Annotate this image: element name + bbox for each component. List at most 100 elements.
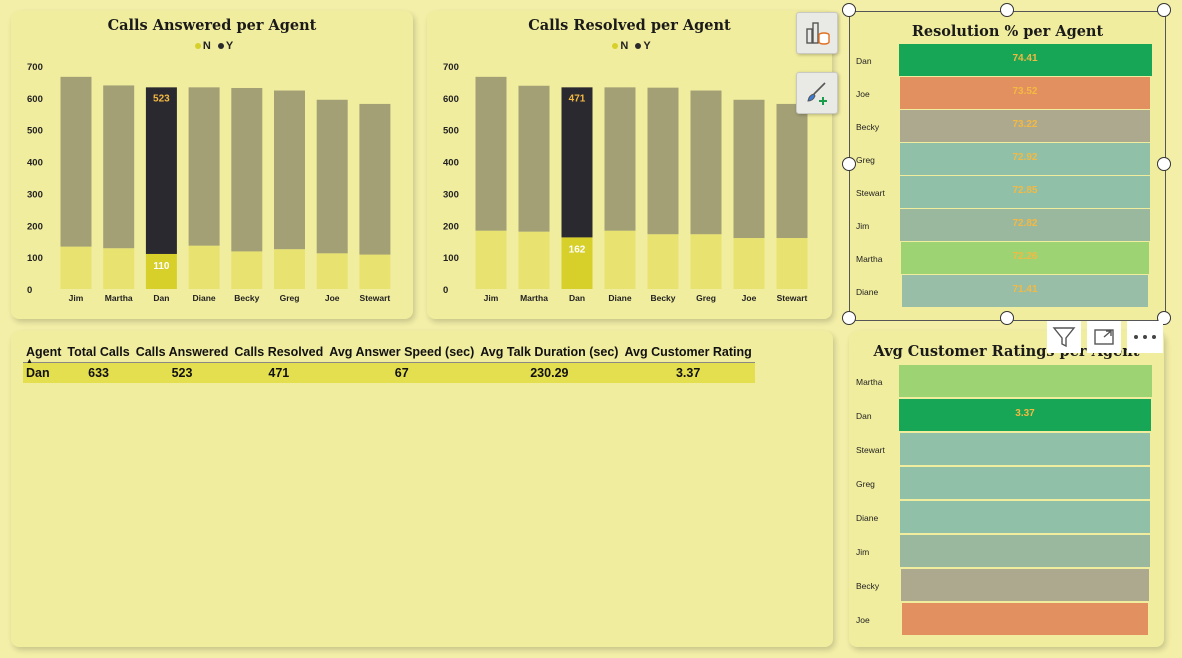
bar-becky[interactable] xyxy=(901,569,1149,601)
agent-table[interactable]: Agent ▲ Total Calls Calls Answered Calls … xyxy=(23,342,755,383)
bar-joe[interactable] xyxy=(902,603,1148,635)
bar-y-jim[interactable] xyxy=(475,76,507,231)
resize-handle[interactable] xyxy=(842,311,856,325)
x-tick-label: Martha xyxy=(520,293,548,303)
data-label: 72.26 xyxy=(1012,251,1038,262)
bar-y-stewart[interactable] xyxy=(776,103,808,239)
y-tick-label: 400 xyxy=(27,158,43,169)
bar-y-diane[interactable] xyxy=(188,87,220,246)
more-options-button[interactable] xyxy=(1127,321,1163,353)
bar-n-stewart[interactable] xyxy=(359,254,391,289)
category-label: Martha xyxy=(856,254,883,264)
x-tick-label: Stewart xyxy=(777,293,808,303)
resize-handle[interactable] xyxy=(1157,157,1171,171)
legend-n-marker xyxy=(612,43,619,50)
bar-n-martha[interactable] xyxy=(103,248,135,289)
resize-handle[interactable] xyxy=(842,157,856,171)
bar-stewart[interactable] xyxy=(900,433,1150,465)
bar-y-greg[interactable] xyxy=(690,90,722,235)
bar-dan[interactable] xyxy=(898,44,1152,76)
bar-n-dan[interactable] xyxy=(145,253,177,289)
x-tick-label: Becky xyxy=(234,293,259,303)
filter-button[interactable] xyxy=(1047,321,1081,353)
bar-n-greg[interactable] xyxy=(690,234,722,289)
category-label: Greg xyxy=(856,479,875,489)
cell-total-calls: 633 xyxy=(88,366,109,380)
bar-n-diane[interactable] xyxy=(604,230,636,289)
col-total-calls[interactable]: Total Calls xyxy=(64,342,133,363)
col-avg-customer-rating[interactable]: Avg Customer Rating xyxy=(621,342,755,363)
bar-n-martha[interactable] xyxy=(518,231,550,289)
sort-ascending-icon[interactable]: ▲ xyxy=(26,358,33,365)
calls-resolved-card[interactable]: Calls Resolved per Agent N Y 0 100 200 300 4… xyxy=(427,11,832,319)
build-visual-button[interactable] xyxy=(796,12,838,54)
table-row[interactable]: Dan 633 523 471 67 230.29 3.37 xyxy=(23,362,755,383)
col-calls-resolved[interactable]: Calls Resolved xyxy=(231,342,327,363)
bar-martha[interactable] xyxy=(901,242,1149,274)
bar-greg[interactable] xyxy=(900,143,1150,175)
focus-mode-button[interactable] xyxy=(1087,321,1121,353)
col-avg-talk-duration[interactable]: Avg Talk Duration (sec) xyxy=(477,342,622,363)
bar-n-jim[interactable] xyxy=(60,246,92,289)
category-label: Becky xyxy=(856,581,880,591)
bar-jim[interactable] xyxy=(900,209,1150,241)
bar-n-stewart[interactable] xyxy=(776,238,808,289)
bar-n-becky[interactable] xyxy=(647,234,679,289)
y-tick-label: 500 xyxy=(443,126,459,137)
resize-handle[interactable] xyxy=(1000,3,1014,17)
data-label-n: 110 xyxy=(153,261,170,272)
col-calls-answered[interactable]: Calls Answered xyxy=(132,342,232,363)
col-agent[interactable]: Agent ▲ xyxy=(23,342,65,365)
resize-handle[interactable] xyxy=(1000,311,1014,325)
x-tick-label: Greg xyxy=(696,293,716,303)
bar-diane[interactable] xyxy=(900,501,1150,533)
calls-resolved-chart[interactable]: 0 100 200 300 400 500 600 700 Jim Martha 471 162 Dan… xyxy=(427,11,832,319)
calls-answered-chart[interactable]: 0 100 200 300 400 500 600 700 Jim Martha 523 110 Dan… xyxy=(11,11,413,319)
x-tick-label: Martha xyxy=(105,293,133,303)
bar-y-dan[interactable] xyxy=(145,87,177,254)
bar-y-martha[interactable] xyxy=(518,85,550,232)
bar-y-dan[interactable] xyxy=(561,87,593,238)
bar-becky[interactable] xyxy=(899,110,1151,142)
bar-diane[interactable] xyxy=(902,275,1148,307)
bar-jim[interactable] xyxy=(900,535,1150,567)
bar-dan[interactable] xyxy=(899,399,1151,431)
y-tick-label: 400 xyxy=(443,158,459,169)
bar-y-becky[interactable] xyxy=(647,87,679,235)
col-avg-answer-speed[interactable]: Avg Answer Speed (sec) xyxy=(326,342,478,363)
bar-n-greg[interactable] xyxy=(274,249,305,289)
build-visual-icon xyxy=(806,22,830,45)
calls-answered-card[interactable]: Calls Answered per Agent N Y 0 100 200 300 4… xyxy=(11,11,413,319)
legend-y-marker xyxy=(217,43,224,50)
bar-y-martha[interactable] xyxy=(103,85,135,249)
data-label-n: 162 xyxy=(569,244,586,255)
bar-y-stewart[interactable] xyxy=(359,103,391,255)
x-tick-label: Dan xyxy=(569,293,585,303)
x-tick-label: Joe xyxy=(325,293,340,303)
format-visual-button[interactable] xyxy=(796,72,838,114)
x-tick-label: Diane xyxy=(193,293,216,303)
resize-handle[interactable] xyxy=(1157,3,1171,17)
resize-handle[interactable] xyxy=(842,3,856,17)
bar-n-dan[interactable] xyxy=(561,237,593,289)
y-tick-label: 600 xyxy=(27,94,43,105)
bar-n-diane[interactable] xyxy=(188,245,220,289)
bar-y-joe[interactable] xyxy=(733,99,765,239)
bar-n-becky[interactable] xyxy=(231,251,263,289)
bar-n-joe[interactable] xyxy=(733,238,765,289)
y-tick-label: 100 xyxy=(443,253,459,264)
bar-y-jim[interactable] xyxy=(60,76,92,247)
bar-joe[interactable] xyxy=(899,77,1151,109)
bar-y-greg[interactable] xyxy=(274,90,305,250)
bar-n-joe[interactable] xyxy=(316,253,348,289)
bar-martha[interactable] xyxy=(898,365,1152,397)
agent-table-card[interactable]: Agent ▲ Total Calls Calls Answered Calls … xyxy=(11,331,833,647)
bar-y-becky[interactable] xyxy=(231,87,263,252)
bar-n-jim[interactable] xyxy=(475,230,507,289)
bar-y-joe[interactable] xyxy=(316,99,348,254)
data-label: 74.41 xyxy=(1012,53,1038,64)
x-tick-label: Stewart xyxy=(360,293,391,303)
bar-stewart[interactable] xyxy=(900,176,1150,208)
bar-y-diane[interactable] xyxy=(604,87,636,231)
bar-greg[interactable] xyxy=(900,467,1150,499)
